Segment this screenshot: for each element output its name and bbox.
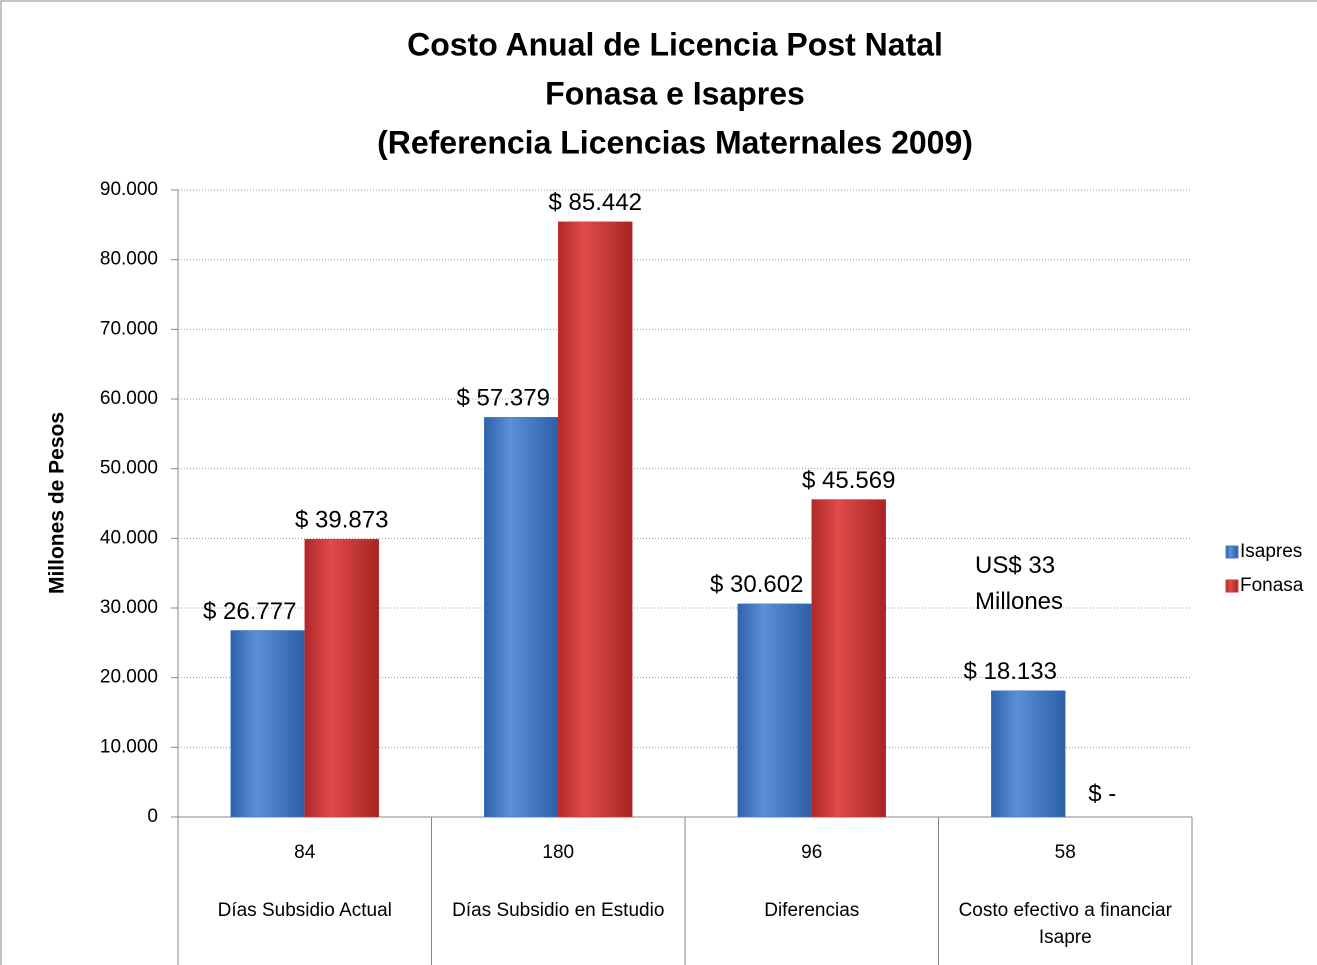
y-tick-label: 40.000 bbox=[100, 527, 158, 548]
y-tick-label: 70.000 bbox=[100, 318, 158, 339]
chart-title: Fonasa e Isapres bbox=[545, 75, 805, 111]
y-axis-label: Millones de Pesos bbox=[46, 412, 69, 594]
bar bbox=[304, 538, 379, 818]
y-tick-label: 60.000 bbox=[100, 388, 158, 409]
bar bbox=[737, 603, 812, 818]
data-label: $ 39.873 bbox=[295, 507, 388, 534]
y-tick-label: 10.000 bbox=[100, 736, 158, 757]
category-group-label: Costo efectivo a financiar Isapre bbox=[958, 900, 1172, 948]
y-tick-label: 80.000 bbox=[100, 249, 158, 270]
category-group-label: Días Subsidio Actual bbox=[217, 900, 392, 921]
data-label: $ 26.777 bbox=[203, 598, 296, 625]
y-tick-label: 90.000 bbox=[100, 179, 158, 200]
x-tick-label: 84 bbox=[294, 842, 316, 863]
bar bbox=[991, 690, 1066, 818]
legend-label: Isapres bbox=[1240, 541, 1302, 562]
chart-title: Costo Anual de Licencia Post Natal bbox=[407, 26, 943, 62]
x-tick-label: 58 bbox=[1055, 842, 1076, 863]
y-tick-label: 20.000 bbox=[100, 667, 158, 688]
category-group-label: Días Subsidio en Estudio bbox=[452, 900, 665, 921]
category-group-label: Diferencias bbox=[764, 900, 860, 921]
legend-swatch bbox=[1225, 545, 1239, 559]
chart-title: (Referencia Licencias Maternales 2009) bbox=[377, 124, 973, 160]
x-tick-label: 96 bbox=[801, 842, 822, 863]
x-tick-label: 180 bbox=[542, 842, 574, 863]
data-label: $ 45.569 bbox=[802, 467, 895, 494]
data-label: $ 85.442 bbox=[549, 189, 642, 216]
bar bbox=[558, 221, 633, 818]
data-label: $ 18.133 bbox=[964, 658, 1057, 685]
bar bbox=[811, 499, 886, 818]
y-tick-label: 30.000 bbox=[100, 597, 158, 618]
y-tick-label: 0 bbox=[147, 806, 158, 827]
legend-label: Fonasa bbox=[1240, 575, 1304, 596]
legend-swatch bbox=[1225, 579, 1239, 593]
data-label: $ 57.379 bbox=[457, 385, 550, 412]
bar bbox=[484, 417, 559, 818]
annotation: US$ 33 Millones bbox=[975, 552, 1064, 615]
y-tick-label: 50.000 bbox=[100, 458, 158, 479]
bar bbox=[230, 630, 305, 818]
data-label: $ 30.602 bbox=[710, 571, 803, 598]
data-label: $ - bbox=[1088, 780, 1116, 807]
